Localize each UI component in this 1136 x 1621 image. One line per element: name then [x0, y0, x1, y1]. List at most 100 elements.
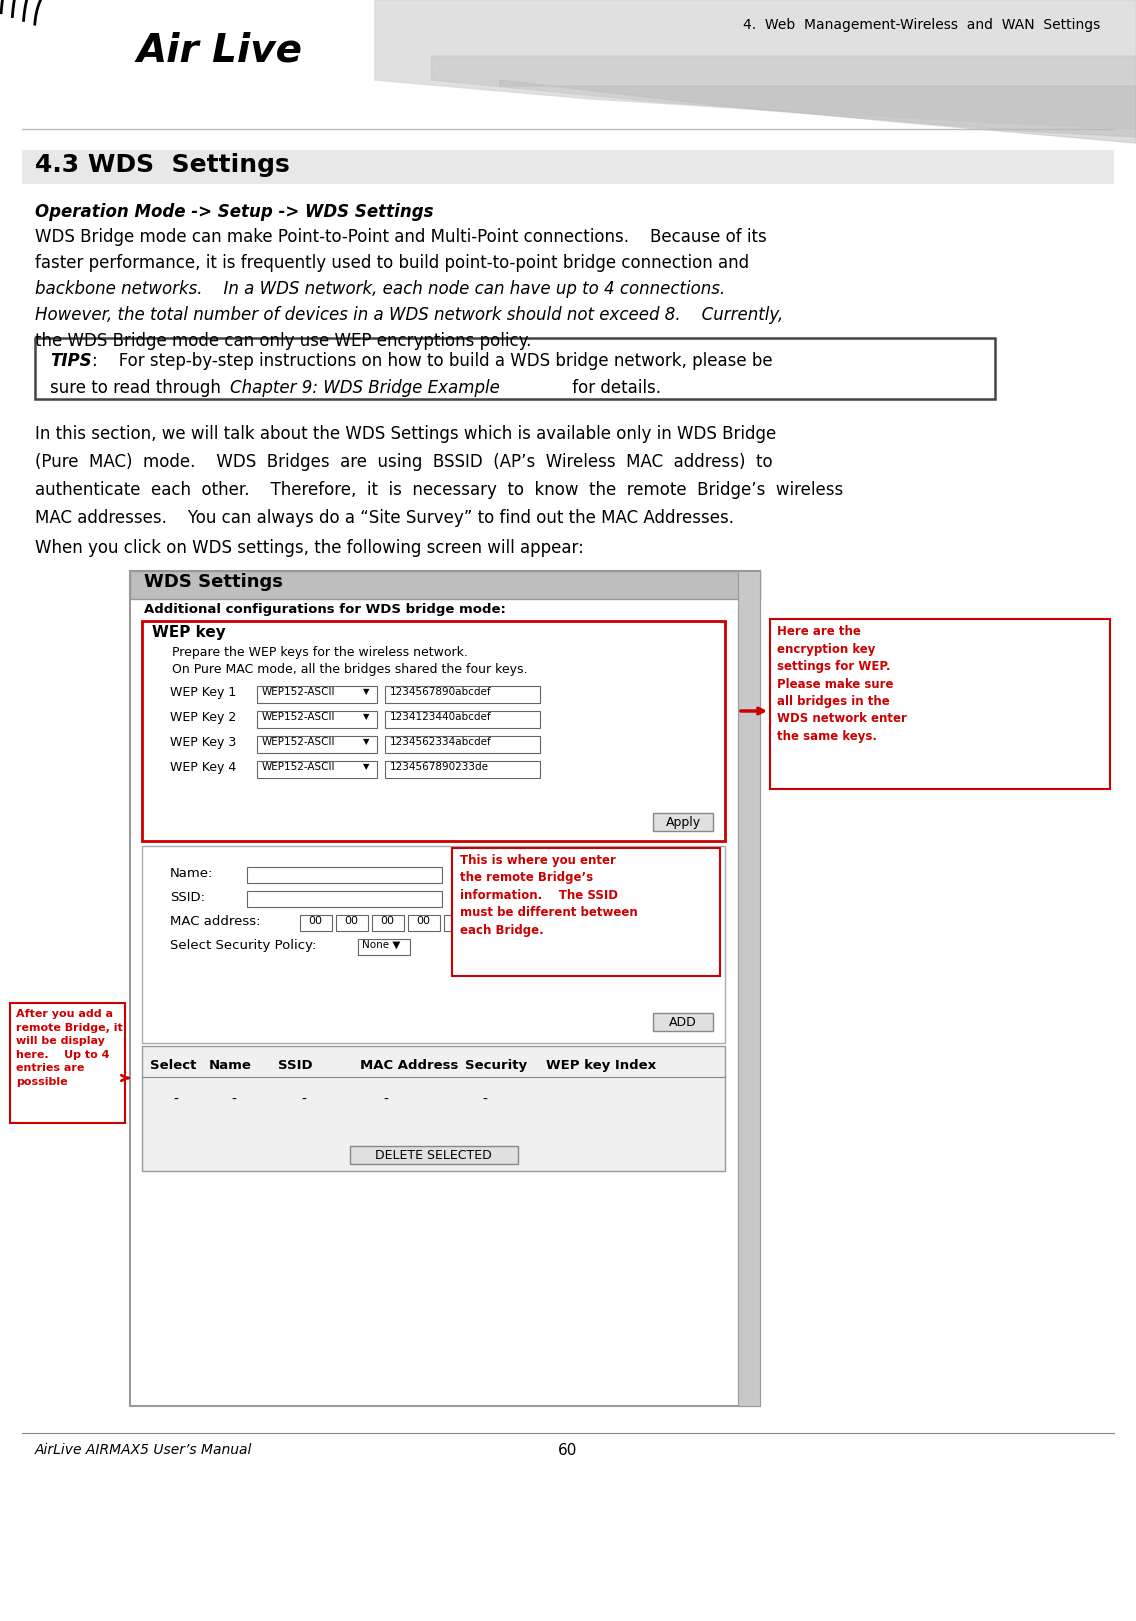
Text: Security: Security — [465, 1059, 527, 1071]
Bar — [35, 339, 995, 399]
Text: WEP152-ASCII: WEP152-ASCII — [262, 762, 335, 772]
Bar — [10, 1003, 125, 1123]
Text: 1234567890abcdef: 1234567890abcdef — [390, 687, 492, 697]
Bar — [257, 760, 377, 778]
Bar — [444, 914, 476, 930]
Text: WEP Key 4: WEP Key 4 — [170, 760, 236, 773]
Text: -: - — [301, 1093, 307, 1107]
Bar — [130, 571, 760, 1405]
Text: WEP Key 2: WEP Key 2 — [170, 712, 236, 725]
Bar — [653, 1013, 713, 1031]
Text: Name: Name — [208, 1059, 251, 1071]
Text: In this section, we will talk about the WDS Settings which is available only in : In this section, we will talk about the … — [35, 425, 776, 443]
Bar — [770, 619, 1110, 789]
Text: 1234567890233de: 1234567890233de — [390, 762, 488, 772]
Text: faster performance, it is frequently used to build point-to-point bridge connect: faster performance, it is frequently use… — [35, 254, 749, 272]
Text: 00: 00 — [381, 916, 394, 926]
Bar — [336, 914, 368, 930]
Text: After you add a
remote Bridge, it
will be display
here.    Up to 4
entries are
p: After you add a remote Bridge, it will b… — [16, 1008, 123, 1088]
Polygon shape — [500, 79, 1136, 143]
Bar — [257, 686, 377, 704]
Text: Additional configurations for WDS bridge mode:: Additional configurations for WDS bridge… — [144, 603, 506, 616]
Text: MAC address:: MAC address: — [170, 914, 260, 927]
Text: ADD: ADD — [669, 1016, 696, 1029]
Bar — [142, 1046, 725, 1170]
Bar — [300, 914, 332, 930]
Bar — [350, 1146, 518, 1164]
Text: 4.3 WDS  Settings: 4.3 WDS Settings — [35, 152, 290, 177]
Bar — [385, 712, 540, 728]
Text: Prepare the WEP keys for the wireless network.: Prepare the WEP keys for the wireless ne… — [172, 647, 468, 660]
Text: Here are the
encryption key
settings for WEP.
Please make sure
all bridges in th: Here are the encryption key settings for… — [777, 626, 907, 742]
Bar — [385, 686, 540, 704]
Bar — [738, 571, 760, 1405]
Text: WEP key: WEP key — [152, 626, 226, 640]
Text: 1234562334abcdef: 1234562334abcdef — [390, 738, 492, 747]
Bar — [408, 914, 440, 930]
Text: WEP152-ASCII: WEP152-ASCII — [262, 712, 335, 721]
Text: WEP152-ASCII: WEP152-ASCII — [262, 687, 335, 697]
Text: WDS Settings: WDS Settings — [144, 572, 283, 592]
Bar — [257, 712, 377, 728]
Text: 00: 00 — [416, 916, 431, 926]
Text: Name:: Name: — [170, 867, 214, 880]
Text: 00: 00 — [308, 916, 321, 926]
Bar — [22, 151, 1114, 185]
Text: -: - — [232, 1093, 236, 1107]
Text: sure to read through: sure to read through — [50, 379, 226, 397]
Text: WEP Key 3: WEP Key 3 — [170, 736, 236, 749]
Text: 60: 60 — [558, 1443, 578, 1457]
Polygon shape — [432, 57, 1136, 138]
Text: :    For step-by-step instructions on how to build a WDS bridge network, please : : For step-by-step instructions on how t… — [92, 352, 772, 370]
Text: 00: 00 — [488, 916, 502, 926]
Bar — [385, 736, 540, 754]
Text: 00: 00 — [344, 916, 358, 926]
Bar — [247, 892, 442, 908]
Text: for details.: for details. — [567, 379, 661, 397]
Text: 4.  Web  Management-Wireless  and  WAN  Settings: 4. Web Management-Wireless and WAN Setti… — [743, 18, 1100, 32]
Text: ▼: ▼ — [364, 712, 369, 721]
Text: Operation Mode -> Setup -> WDS Settings: Operation Mode -> Setup -> WDS Settings — [35, 203, 434, 220]
Bar — [481, 914, 512, 930]
Text: AirLive AIRMAX5 User’s Manual: AirLive AIRMAX5 User’s Manual — [35, 1443, 252, 1457]
Text: TIPS: TIPS — [50, 352, 92, 370]
Bar — [452, 848, 720, 976]
Text: -: - — [383, 1093, 389, 1107]
Text: -: - — [483, 1093, 487, 1107]
Text: SSID: SSID — [278, 1059, 312, 1071]
Text: ▼: ▼ — [364, 687, 369, 695]
Text: However, the total number of devices in a WDS network should not exceed 8.    Cu: However, the total number of devices in … — [35, 306, 783, 324]
Text: Apply: Apply — [666, 815, 701, 828]
Text: This is where you enter
the remote Bridge’s
information.    The SSID
must be dif: This is where you enter the remote Bridg… — [460, 854, 637, 937]
Bar — [371, 914, 404, 930]
Text: 1234123440abcdef: 1234123440abcdef — [390, 712, 492, 721]
Text: authenticate  each  other.    Therefore,  it  is  necessary  to  know  the  remo: authenticate each other. Therefore, it i… — [35, 481, 843, 499]
Text: WDS Bridge mode can make Point-to-Point and Multi-Point connections.    Because : WDS Bridge mode can make Point-to-Point … — [35, 229, 767, 246]
Text: DELETE SELECTED: DELETE SELECTED — [375, 1149, 492, 1162]
Text: -: - — [174, 1093, 178, 1107]
Text: MAC Address: MAC Address — [360, 1059, 458, 1071]
Bar — [257, 736, 377, 754]
Bar — [142, 621, 725, 841]
Polygon shape — [375, 0, 1136, 130]
Text: When you click on WDS settings, the following screen will appear:: When you click on WDS settings, the foll… — [35, 540, 584, 558]
Bar — [142, 846, 725, 1042]
Text: ▼: ▼ — [364, 738, 369, 746]
Text: None ▼: None ▼ — [362, 940, 400, 950]
Text: Air Live: Air Live — [137, 31, 303, 70]
Text: (Pure  MAC)  mode.    WDS  Bridges  are  using  BSSID  (AP’s  Wireless  MAC  add: (Pure MAC) mode. WDS Bridges are using B… — [35, 452, 772, 472]
Text: On Pure MAC mode, all the bridges shared the four keys.: On Pure MAC mode, all the bridges shared… — [172, 663, 527, 676]
Text: Chapter 9: WDS Bridge Example: Chapter 9: WDS Bridge Example — [229, 379, 500, 397]
Text: Select Security Policy:: Select Security Policy: — [170, 939, 316, 952]
Text: WEP key Index: WEP key Index — [546, 1059, 657, 1071]
Text: backbone networks.    In a WDS network, each node can have up to 4 connections.: backbone networks. In a WDS network, eac… — [35, 280, 725, 298]
Bar — [247, 867, 442, 883]
Text: MAC addresses.    You can always do a “Site Survey” to find out the MAC Addresse: MAC addresses. You can always do a “Site… — [35, 509, 734, 527]
Bar — [385, 760, 540, 778]
Text: ▼: ▼ — [364, 762, 369, 772]
Text: WEP Key 1: WEP Key 1 — [170, 686, 236, 699]
Bar — [130, 571, 760, 600]
Text: Select: Select — [150, 1059, 197, 1071]
Text: 00: 00 — [452, 916, 466, 926]
Text: SSID:: SSID: — [170, 892, 204, 905]
